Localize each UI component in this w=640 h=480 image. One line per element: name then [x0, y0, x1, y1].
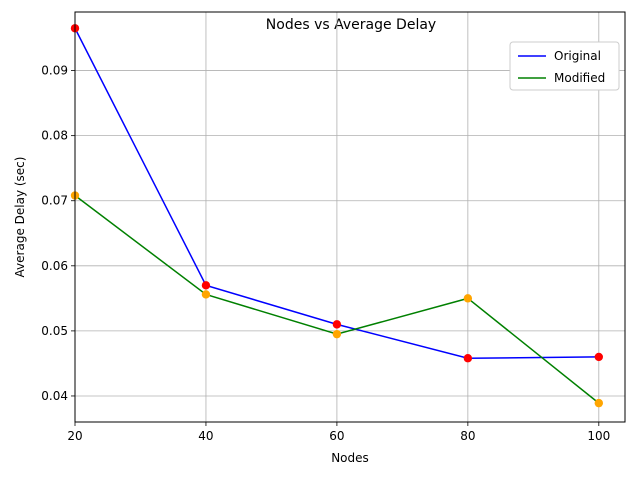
y-tick-label: 0.07 — [41, 194, 68, 208]
plot-frame — [74, 11, 626, 423]
grid-lines — [74, 12, 625, 422]
x-tick-label: 80 — [460, 429, 475, 443]
y-tick-label: 0.06 — [41, 259, 68, 273]
data-point-modified — [463, 294, 473, 303]
x-tick-label: 20 — [67, 429, 82, 443]
data-point-original — [201, 281, 211, 290]
x-axis-label: Nodes — [331, 451, 369, 465]
data-point-modified — [332, 329, 342, 339]
x-axis-ticks: 20 40 60 80 100 — [67, 422, 610, 443]
legend-label-modified: Modified — [554, 71, 605, 85]
legend-label-original: Original — [554, 49, 601, 63]
data-points — [70, 24, 604, 408]
x-tick-label: 40 — [198, 429, 213, 443]
data-point-modified — [201, 290, 211, 299]
x-tick-label: 60 — [329, 429, 344, 443]
y-tick-label: 0.09 — [41, 64, 68, 78]
x-tick-label: 100 — [587, 429, 610, 443]
data-point-modified — [594, 398, 604, 408]
data-point-original — [463, 354, 473, 363]
y-tick-label: 0.05 — [41, 324, 68, 338]
y-tick-label: 0.08 — [41, 129, 68, 143]
data-point-original — [332, 320, 342, 329]
data-point-original — [594, 352, 604, 362]
y-tick-label: 0.04 — [41, 389, 68, 403]
y-axis-ticks: 0.04 0.05 0.06 0.07 0.08 0.09 — [41, 64, 75, 403]
chart-title: Nodes vs Average Delay — [266, 17, 436, 33]
y-axis-label: Average Delay (sec) — [13, 157, 27, 278]
legend: Original Modified — [509, 41, 620, 91]
